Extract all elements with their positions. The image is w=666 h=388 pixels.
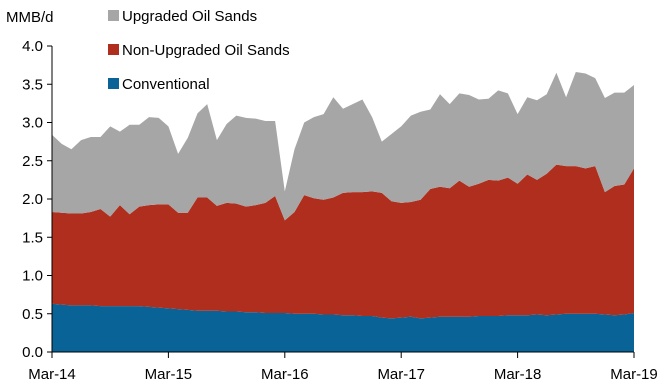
legend-label-non-upgraded-oil-sands: Non-Upgraded Oil Sands [122,42,290,59]
legend-swatch-upgraded-oil-sands [108,10,119,21]
y-tick-label: 1.0 [22,268,43,285]
y-tick-label: 2.0 [22,191,43,208]
y-tick-label: 3.0 [22,115,43,132]
legend-label-conventional: Conventional [122,76,210,93]
x-tick-label: Mar-15 [145,366,193,383]
y-tick-label: 1.5 [22,229,43,246]
x-tick-label: Mar-17 [377,366,425,383]
y-tick-label: 0.5 [22,306,43,323]
legend-swatch-non-upgraded-oil-sands [108,44,119,55]
area-conventional [52,303,634,352]
legend-label-upgraded-oil-sands: Upgraded Oil Sands [122,8,257,25]
axes-group: 0.0 0.5 1.0 1.5 2.0 2.5 3.0 3.5 4.0 Mar-14 Mar-15 M… [22,38,658,383]
area-non-upgraded-oil-sands [52,164,634,319]
area-upgraded-oil-sands [52,72,634,221]
y-tick-label: 4.0 [22,38,43,55]
y-tick-label: 2.5 [22,153,43,170]
x-tick-label: Mar-16 [261,366,309,383]
x-tick-label: Mar-18 [494,366,542,383]
y-tick-label: 0.0 [22,344,43,361]
y-axis-unit-label: MMB/d [6,9,54,26]
legend: Upgraded Oil Sands Non-Upgraded Oil Sands… [108,8,290,93]
x-tick-label: Mar-14 [28,366,76,383]
y-tick-label: 3.5 [22,76,43,93]
area-series-group [52,72,634,352]
legend-swatch-conventional [108,78,119,89]
x-tick-label: Mar-19 [610,366,658,383]
